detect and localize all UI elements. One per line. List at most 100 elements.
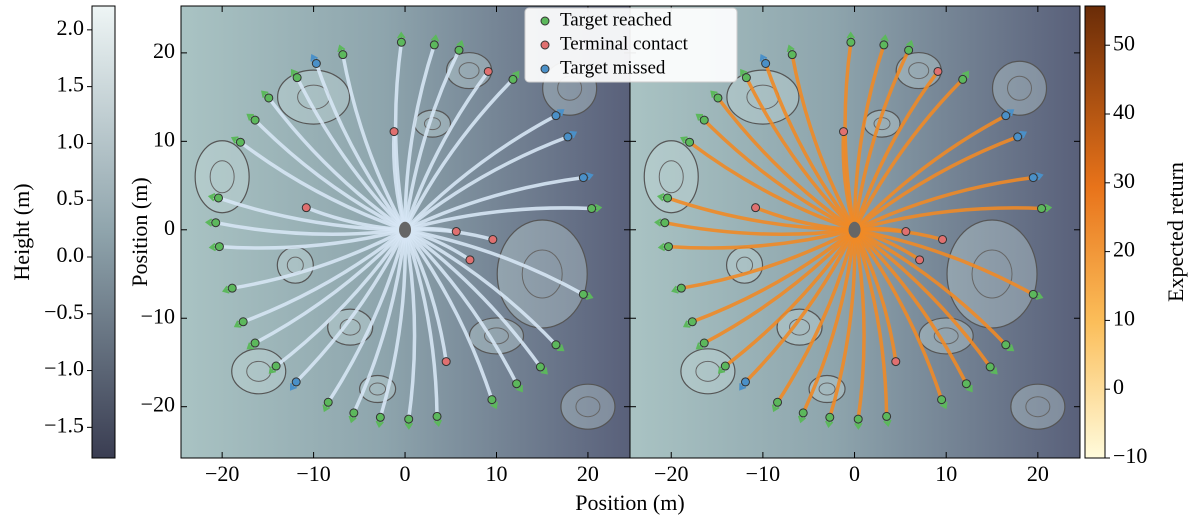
trajectory <box>841 129 857 232</box>
marker <box>1028 289 1038 299</box>
marker <box>846 37 856 47</box>
trajectory <box>378 228 408 420</box>
marker <box>985 362 995 372</box>
marker <box>454 45 464 55</box>
marker <box>773 397 783 407</box>
trajectory <box>403 228 558 347</box>
legend-marker <box>540 64 550 74</box>
marker <box>238 317 248 327</box>
trajectory <box>294 228 407 384</box>
trajectory <box>213 220 407 236</box>
x-tick-label: 10 <box>935 461 957 486</box>
colorbar-label: Expected return <box>1163 162 1188 302</box>
marker <box>687 317 697 327</box>
marker <box>488 235 498 245</box>
trajectory <box>852 228 944 402</box>
contour <box>991 60 1048 116</box>
trajectory <box>743 228 857 384</box>
contour <box>643 140 699 214</box>
marker <box>483 66 493 76</box>
marker <box>915 255 925 265</box>
trajectory <box>295 75 407 232</box>
trajectory <box>666 228 857 250</box>
y-tick-label: 0 <box>164 215 175 240</box>
trajectory <box>763 61 857 232</box>
marker <box>761 58 771 68</box>
marker <box>961 379 971 389</box>
x-tick-label: −10 <box>746 461 780 486</box>
y-tick-label: −10 <box>141 303 175 328</box>
marker <box>741 73 751 83</box>
marker <box>311 58 321 68</box>
trajectory <box>403 228 494 402</box>
x-tick-label: −20 <box>654 461 688 486</box>
trajectory <box>403 228 472 262</box>
x-tick-label: 20 <box>1027 461 1049 486</box>
contour <box>209 160 235 194</box>
trajectory <box>852 228 1008 347</box>
trajectory <box>852 228 866 421</box>
marker <box>578 173 588 183</box>
marker <box>938 235 948 245</box>
marker <box>291 377 301 387</box>
trajectory <box>403 77 515 232</box>
marker <box>713 93 723 103</box>
x-axis-label: Position (m) <box>575 490 684 515</box>
contour <box>231 348 287 395</box>
marker <box>740 377 750 387</box>
trajectory <box>403 228 586 297</box>
marker <box>429 40 439 50</box>
legend: Target reached Terminal contact Target mis… <box>524 7 738 83</box>
marker <box>699 338 709 348</box>
y-axis-label: Position (m) <box>127 177 152 286</box>
y-tick-label: 10 <box>153 126 175 151</box>
marker <box>349 408 359 418</box>
marker <box>751 203 761 213</box>
trajectory <box>828 228 857 420</box>
trajectory <box>314 61 407 232</box>
trajectory <box>852 228 992 369</box>
marker <box>375 412 385 422</box>
marker <box>685 137 695 147</box>
trajectory <box>852 228 1036 297</box>
robot-start <box>399 221 412 238</box>
trajectory <box>852 228 889 419</box>
colorbar-tick-label: 20 <box>1113 237 1135 262</box>
contour <box>680 348 736 395</box>
contour <box>560 383 616 430</box>
trajectory <box>326 228 407 405</box>
trajectory <box>241 228 407 324</box>
contour <box>908 62 930 80</box>
legend-label: Target missed <box>560 57 666 78</box>
trajectory <box>852 175 1036 232</box>
trajectory <box>753 205 857 232</box>
trajectory <box>852 48 911 232</box>
trajectory <box>852 135 1020 232</box>
marker <box>839 127 849 137</box>
contour <box>971 249 1013 299</box>
marker <box>551 111 561 121</box>
marker <box>508 74 518 84</box>
contour <box>369 382 387 396</box>
contour <box>521 249 563 299</box>
marker <box>451 227 461 237</box>
colorbar-tick-label: 30 <box>1113 168 1135 193</box>
trajectory <box>403 228 439 419</box>
marker <box>1001 111 1011 121</box>
marker <box>882 411 892 421</box>
trajectory <box>403 48 461 232</box>
trajectory <box>403 228 519 386</box>
marker <box>1001 340 1011 350</box>
trajectory <box>852 227 945 242</box>
trajectory <box>267 96 407 232</box>
marker <box>301 203 311 213</box>
contour <box>1010 383 1066 430</box>
trajectory <box>253 118 407 232</box>
contour <box>276 69 351 125</box>
colorbar-tick-label: 40 <box>1113 99 1135 124</box>
trajectory <box>852 69 940 232</box>
marker <box>512 379 522 389</box>
marker <box>214 242 224 252</box>
marker <box>1028 173 1038 183</box>
